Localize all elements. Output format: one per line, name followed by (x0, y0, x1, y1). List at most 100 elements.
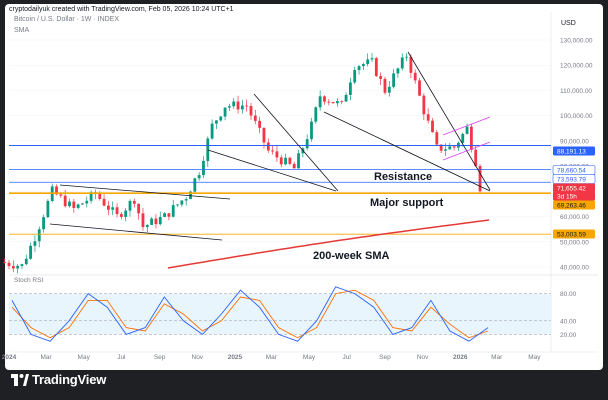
candle-body (448, 146, 452, 150)
candle-body (68, 201, 71, 207)
price-tag (553, 200, 595, 210)
candle-body (124, 210, 128, 217)
candle-body (63, 195, 67, 207)
candle-body (409, 56, 413, 73)
candle-body (227, 106, 231, 108)
candle-body (3, 261, 7, 263)
price-tag-label: 71,655.42 (557, 185, 586, 192)
candle-body (413, 72, 417, 81)
candle-body (145, 224, 149, 228)
candle-body (193, 178, 197, 192)
candle-body (85, 200, 89, 204)
y-tick-label: 120,000.00 (560, 63, 593, 70)
annotation-resistance: Resistance (374, 171, 432, 183)
candle-body (318, 96, 322, 108)
y-tick-label: 40,000.00 (560, 265, 589, 272)
candle-body (288, 157, 292, 164)
candle-body (353, 69, 357, 83)
candle-body (396, 68, 400, 74)
candle-body (331, 102, 335, 104)
sma-indicator-label[interactable]: SMA (14, 27, 30, 34)
x-tick-label: Jul (117, 354, 126, 361)
candle-body (16, 265, 20, 269)
candle-body (59, 194, 63, 196)
candle-body (323, 96, 326, 102)
y-tick-label: 110,000.00 (560, 88, 592, 95)
annotation-major-support: Major support (370, 197, 444, 209)
candle-body (310, 121, 313, 140)
candle-body (37, 229, 41, 242)
price-tag (553, 146, 595, 156)
candle-body (426, 114, 430, 121)
stoch-level-label: 20.00 (560, 332, 577, 339)
candle-body (81, 203, 84, 205)
price-tag (553, 229, 595, 239)
x-tick-label: Jul (343, 354, 352, 361)
trend-line (207, 149, 337, 192)
trend-line (49, 223, 223, 241)
currency-label[interactable]: USD (561, 20, 576, 27)
candle-body (314, 107, 318, 122)
candle-body (33, 241, 37, 246)
candle-body (405, 56, 408, 58)
candle-body (245, 105, 249, 107)
trend-line (59, 184, 231, 200)
candle-body (262, 127, 266, 143)
candle-body (392, 73, 396, 87)
candle-body (89, 192, 93, 201)
candle-body (158, 216, 162, 225)
candle-body (76, 204, 80, 208)
price-tag-label: 3d 15h (557, 193, 577, 200)
candle-body (232, 101, 236, 107)
candle-body (418, 80, 421, 96)
candle-body (202, 160, 205, 176)
annotation-200-week-sma: 200-week SMA (313, 250, 389, 262)
x-tick-label: Nov (192, 354, 204, 361)
x-tick-label: Mar (40, 354, 52, 361)
symbol-title[interactable]: Bitcoin / U.S. Dollar · 1W · INDEX (14, 16, 120, 23)
stoch-level-label: 80.00 (560, 291, 577, 298)
candle-body (197, 175, 201, 179)
candle-body (478, 166, 482, 192)
candle-body (55, 186, 58, 195)
trend-line (407, 51, 491, 191)
x-tick-label: Sep (379, 354, 391, 361)
candle-body (128, 200, 132, 211)
candle-body (154, 218, 158, 225)
y-tick-label: 130,000.00 (560, 38, 593, 45)
candle-body (240, 105, 244, 110)
candle-body (137, 203, 141, 214)
candle-body (210, 123, 214, 139)
candle-body (176, 204, 179, 206)
candle-body (379, 76, 383, 79)
candle-body (340, 101, 344, 102)
candle-body (357, 66, 361, 70)
candle-body (223, 107, 227, 117)
stoch-k-line (11, 286, 489, 342)
candle-body (435, 132, 439, 145)
x-tick-label: Sep (154, 354, 166, 361)
chart-credit: cryptodailyuk created with TradingView.c… (9, 6, 234, 13)
x-tick-label: May (303, 354, 316, 361)
candle-body (24, 258, 28, 265)
candle-body (29, 245, 33, 259)
candle-body (469, 126, 473, 150)
trend-line (442, 116, 491, 136)
x-tick-label: 2026 (453, 354, 468, 361)
candle-body (119, 214, 123, 217)
price-tag (553, 191, 595, 201)
candle-body (279, 157, 283, 165)
trend-line (253, 93, 339, 192)
candle-body (253, 115, 257, 121)
candle-body (163, 213, 166, 217)
x-tick-label: Nov (417, 354, 429, 361)
stoch-rsi-label[interactable]: Stoch RSI (14, 277, 44, 284)
tradingview-brand[interactable]: TradingView (32, 372, 107, 387)
candle-body (206, 138, 210, 161)
candle-body (305, 139, 309, 149)
candle-body (431, 120, 434, 133)
x-tick-label: 2025 (228, 354, 243, 361)
stoch-level-label: 40.00 (560, 318, 577, 325)
candle-body (361, 64, 365, 67)
